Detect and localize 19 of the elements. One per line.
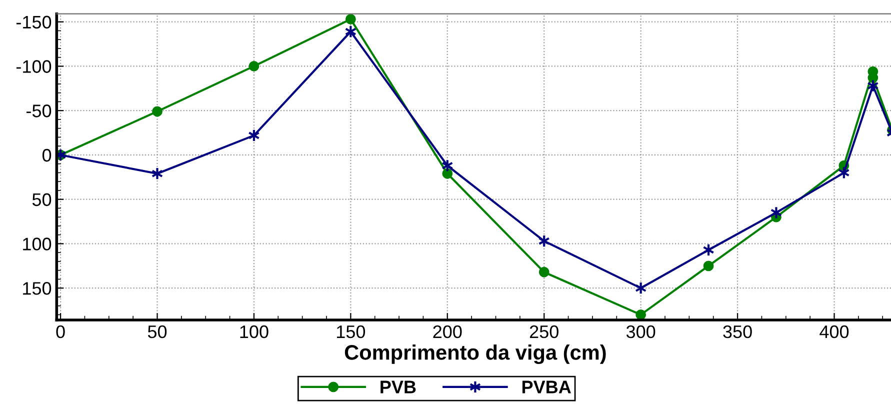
x-tick-label: 400	[820, 325, 849, 338]
y-tick-label: 100	[23, 238, 52, 250]
y-tick-label: -150	[16, 16, 52, 29]
x-tick-label: 300	[626, 325, 656, 338]
x-tick-label: 100	[240, 325, 268, 338]
x-tick-label: 0	[56, 325, 65, 338]
x-tick-label: 150	[336, 325, 366, 338]
x-tick-label: 50	[148, 325, 167, 338]
x-axis-title: Comprimento da viga (cm)	[344, 344, 606, 364]
legend-label: PVBA	[522, 380, 571, 394]
y-tick-label: 50	[32, 193, 52, 206]
legend-label: PVB	[380, 380, 416, 394]
y-tick-label: -50	[26, 104, 52, 118]
y-tick-label: -100	[16, 60, 52, 73]
x-tick-label: 350	[723, 325, 752, 338]
y-tick-label: 0	[42, 148, 52, 162]
y-tick-label: 150	[23, 282, 52, 295]
x-tick-label: 200	[433, 325, 462, 338]
x-tick-label: 250	[530, 325, 558, 338]
